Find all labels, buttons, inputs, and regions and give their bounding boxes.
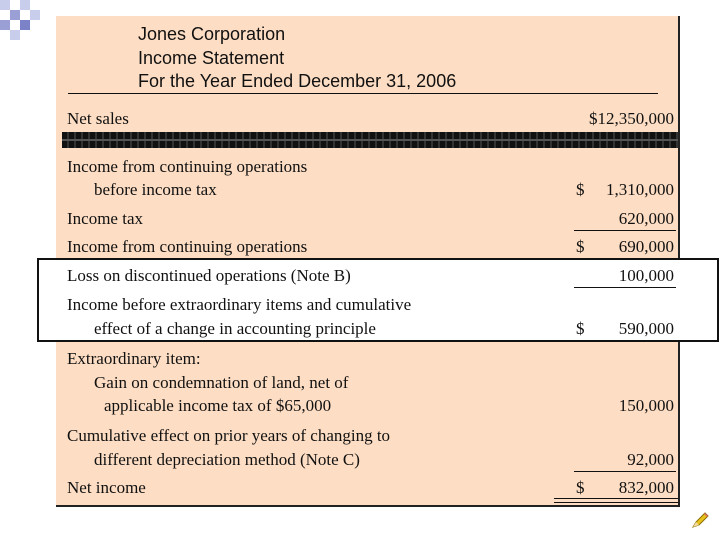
omitted-rows-band — [62, 132, 678, 148]
net-income-label: Net income — [67, 478, 146, 497]
loss-disc-underline — [574, 287, 676, 288]
extraordinary-label-3: applicable income tax of $65,000 — [104, 396, 332, 415]
income-before-label-1: Income before extraordinary items and cu… — [67, 295, 412, 314]
decorative-squares-icon — [0, 0, 60, 60]
pencil-icon — [691, 512, 709, 528]
income-before-amount: 590,000 — [618, 319, 674, 338]
extraordinary-label-2: Gain on condemnation of land, net of — [94, 373, 349, 392]
statement-period: For the Year Ended December 31, 2006 — [138, 71, 457, 91]
extraordinary-amount: 150,000 — [618, 396, 674, 415]
net-sales-label: Net sales — [67, 109, 129, 128]
net-income-double-underline — [554, 498, 678, 499]
income-cont-pre-label-1: Income from continuing operations — [67, 157, 308, 176]
net-income-amount: 832,000 — [618, 478, 674, 497]
dollar-sign: $ — [576, 319, 585, 338]
net-sales-amount: $12,350,000 — [589, 109, 674, 128]
income-tax-amount: 620,000 — [618, 209, 674, 228]
income-before-label-2: effect of a change in accounting princip… — [94, 319, 376, 338]
dollar-sign: $ — [576, 478, 585, 497]
dollar-sign: $ — [576, 180, 585, 199]
loss-disc-label: Loss on discontinued operations (Note B) — [67, 266, 351, 285]
income-tax-underline — [574, 230, 676, 231]
dollar-sign: $ — [576, 237, 585, 256]
cumulative-label-2: different depreciation method (Note C) — [94, 450, 360, 469]
header-divider — [68, 93, 658, 94]
income-cont-amount: 690,000 — [618, 237, 674, 256]
company-name: Jones Corporation — [138, 24, 286, 44]
net-income-double-underline — [554, 502, 678, 503]
income-cont-label: Income from continuing operations — [67, 237, 308, 256]
income-tax-label: Income tax — [67, 209, 143, 228]
income-cont-pre-amount: 1,310,000 — [606, 180, 674, 199]
income-cont-pre-label-2: before income tax — [94, 180, 217, 199]
highlight-box — [37, 258, 719, 342]
extraordinary-label-1: Extraordinary item: — [67, 349, 201, 368]
cumulative-underline — [574, 471, 676, 472]
cumulative-label-1: Cumulative effect on prior years of chan… — [67, 426, 391, 445]
statement-title: Income Statement — [138, 48, 285, 68]
loss-disc-amount: 100,000 — [618, 266, 674, 285]
cumulative-amount: 92,000 — [627, 450, 674, 469]
